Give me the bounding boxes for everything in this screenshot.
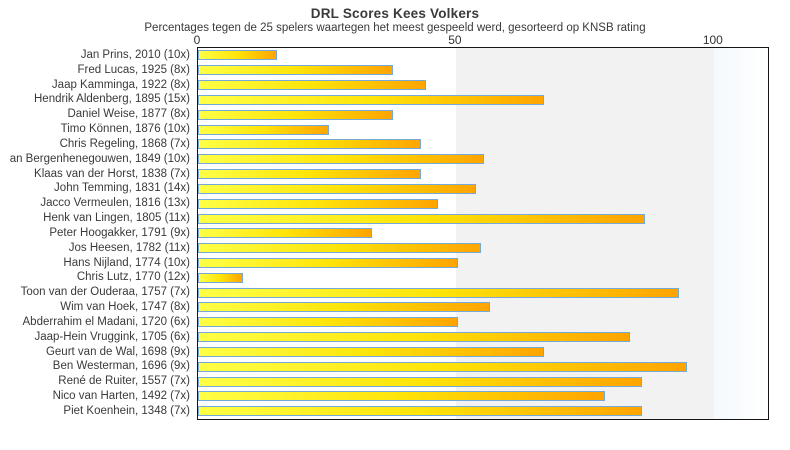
bar (198, 376, 643, 387)
bar-row (198, 122, 768, 137)
bar-row (198, 48, 768, 63)
bar (198, 139, 422, 150)
category-label: Ben Westerman, 1696 (9x) (52, 360, 190, 373)
category-label: Jaap-Hein Vruggink, 1705 (6x) (34, 330, 190, 343)
bar-row (198, 226, 768, 241)
bar (198, 169, 422, 180)
bar-row (198, 359, 768, 374)
bar-row (198, 300, 768, 315)
bar (198, 109, 394, 120)
bar-row (198, 181, 768, 196)
category-label: René de Ruiter, 1557 (7x) (58, 375, 190, 388)
bar (198, 183, 477, 194)
bar-chart: 0 50 100 Jan Prins, 2010 (10x) Fred Lucas, … (0, 33, 790, 443)
bar (198, 94, 544, 105)
bar-row (198, 404, 768, 419)
bar (198, 361, 688, 372)
bar-row (198, 330, 768, 345)
x-tick-label: 0 (193, 33, 201, 47)
category-label: Peter Hoogakker, 1791 (9x) (49, 226, 190, 239)
bar (198, 272, 243, 283)
bar (198, 228, 372, 239)
category-label: an Bergenhenegouwen, 1849 (10x) (9, 152, 190, 165)
category-label: Daniel Weise, 1877 (8x) (67, 108, 190, 121)
chart-subtitle: Percentages tegen de 25 spelers waartege… (144, 22, 646, 34)
x-axis-ticks: 0 50 100 (193, 33, 767, 47)
category-label: John Temming, 1831 (14x) (54, 182, 190, 195)
category-label: Chris Regeling, 1868 (7x) (59, 137, 190, 150)
x-tick-label: 100 (702, 33, 723, 47)
category-label: Henk van Lingen, 1805 (11x) (43, 212, 190, 225)
bar-row (198, 270, 768, 285)
bar-row (198, 167, 768, 182)
category-label: Jaap Kamminga, 1922 (8x) (51, 78, 190, 91)
category-label: Hendrik Aldenberg, 1895 (15x) (34, 93, 190, 106)
y-axis-labels: Jan Prins, 2010 (10x) Fred Lucas, 1925 (8… (0, 48, 190, 419)
bar (198, 302, 491, 313)
bar-row (198, 196, 768, 211)
plot-area (197, 47, 769, 420)
bar-row (198, 315, 768, 330)
category-label: Klaas van der Horst, 1838 (7x) (34, 167, 190, 180)
bar (198, 65, 394, 76)
bar-row (198, 374, 768, 389)
category-label: Geurt van de Wal, 1698 (9x) (45, 345, 190, 358)
category-label: Chris Lutz, 1770 (12x) (76, 271, 190, 284)
bar (198, 391, 606, 402)
bar (198, 154, 484, 165)
category-label: Timo Können, 1876 (10x) (60, 123, 190, 136)
bar (198, 406, 643, 417)
category-label: Toon van der Ouderaa, 1757 (7x) (20, 286, 190, 299)
bar-row (198, 78, 768, 93)
bar (198, 287, 680, 298)
bar (198, 50, 278, 61)
category-label: Jan Prins, 2010 (10x) (80, 49, 190, 61)
category-label: Piet Koenhein, 1348 (7x) (63, 404, 190, 417)
bar (198, 346, 544, 357)
bar (198, 332, 630, 343)
bar-row (198, 137, 768, 152)
category-label: Fred Lucas, 1925 (8x) (77, 63, 190, 76)
bar (198, 317, 458, 328)
x-tick-label: 50 (448, 33, 462, 47)
bar (198, 80, 426, 91)
bar-row (198, 241, 768, 256)
bar (198, 124, 329, 135)
bar (198, 198, 439, 209)
bar-row (198, 256, 768, 271)
category-label: Abderrahim el Madani, 1720 (6x) (22, 315, 190, 328)
category-label: Jacco Vermeulen, 1816 (13x) (40, 197, 190, 210)
bar-row (198, 107, 768, 122)
bar-row (198, 63, 768, 78)
bar-row (198, 389, 768, 404)
bar (198, 243, 482, 254)
bar-row (198, 152, 768, 167)
bar-row (198, 211, 768, 226)
bar-row (198, 285, 768, 300)
bar-row (198, 92, 768, 107)
bar-row (198, 345, 768, 360)
bar (198, 213, 646, 224)
category-label: Wim van Hoek, 1747 (8x) (60, 301, 190, 314)
category-label: Nico van Harten, 1492 (7x) (52, 390, 190, 403)
category-label: Jos Heesen, 1782 (11x) (68, 241, 190, 254)
bar (198, 258, 458, 268)
category-label: Hans Nijland, 1774 (10x) (63, 256, 190, 269)
chart-title: DRL Scores Kees Volkers (310, 6, 480, 21)
